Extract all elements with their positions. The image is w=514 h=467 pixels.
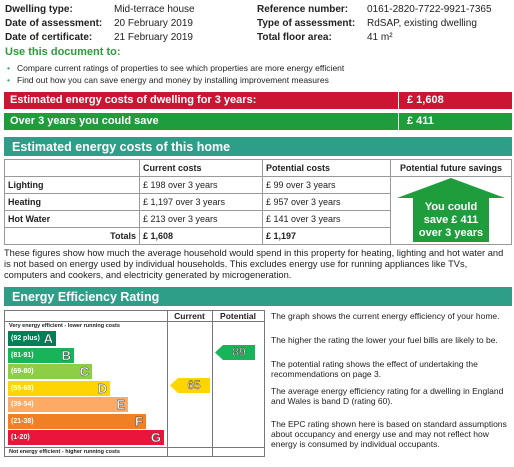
potential-rating [215,345,255,360]
total-label: Estimated energy costs of dwelling for 3… [10,94,257,106]
rating-band: (21-38) F [8,413,146,429]
potential-cost: £ 141 over 3 years [262,210,391,228]
field-value: Mid-terrace house [114,4,195,15]
potential-rating-value: 89 [232,345,246,359]
column-line [4,321,265,322]
bullet-text: Find out how you can save energy and mon… [17,75,329,85]
totals-potential: £ 1,197 [262,227,391,245]
savings-text: You could [424,201,478,213]
potential-cost: £ 99 over 3 years [262,176,391,194]
rating-note: The average energy efficiency rating for… [271,386,504,406]
band-range: (92 plus) [11,335,40,342]
current-cost: £ 1,197 over 3 years [139,193,263,211]
savings-text: over 3 years [418,227,484,239]
bullet-text: Compare current ratings of properties to… [17,63,345,73]
band-letter: C [79,364,89,379]
section-title: Energy Efficiency Rating [12,290,160,304]
band-range: (69-80) [11,368,34,375]
row-label: Hot Water [4,210,140,228]
band-range: (21-38) [11,417,34,425]
field-label: Dwelling type: [5,4,73,15]
band-letter: G [150,430,162,445]
rating-band: (81-91) B [8,347,74,363]
band-letter: F [135,413,143,429]
rating-note: The EPC rating shown here is based on st… [271,419,507,449]
rating-band: (92 plus) A [8,331,56,346]
costs-note: These figures show how much the average … [4,248,504,280]
field-label: Type of assessment: [257,18,356,29]
field-label: Date of assessment: [5,18,103,29]
current-cost: £ 198 over 3 years [139,176,263,194]
potential-cost: £ 957 over 3 years [262,193,391,211]
total-value: £ 1,608 [407,94,444,106]
section-bar: Energy Efficiency Rating [4,287,512,306]
field-value: 41 m² [367,32,393,43]
row-label: Heating [4,193,140,211]
column-header: Current costs [139,159,263,177]
total-bar: Estimated energy costs of dwelling for 3… [4,92,512,109]
column-header: Potential [220,311,256,321]
field-label: Reference number: [257,4,349,15]
rating-band: (1-20) G [8,430,164,445]
column-line [212,310,213,457]
band-letter: B [61,347,71,363]
bar-divider [398,92,399,109]
bullet: • [7,75,10,85]
field-value: 20 February 2019 [114,18,193,29]
current-rating [170,378,210,393]
column-header: Potential future savings [390,159,512,177]
field-value: RdSAP, existing dwelling [367,18,477,29]
rating-band: (39-54) E [8,397,128,412]
bullet: • [7,63,10,73]
rating-note: The potential rating shows the effect of… [271,359,478,379]
savings-text: save £ 411 [423,214,479,226]
section-heading: Use this document to: [5,46,121,58]
band-range: (1-20) [11,434,30,441]
current-rating-value: 65 [187,378,201,392]
band-letter: E [116,397,125,412]
column-line [4,447,265,448]
column-line [167,310,168,457]
column-header: Potential costs [262,159,391,177]
band-letter: A [43,331,53,346]
band-range: (81-91) [11,351,34,359]
field-value: 21 February 2019 [114,32,193,43]
save-label: Over 3 years you could save [10,115,159,127]
bar-divider [398,113,399,130]
totals-label: Totals [4,227,140,245]
column-header: Current [174,311,205,321]
section-bar: Estimated energy costs of this home [4,137,512,156]
totals-current: £ 1,608 [139,227,263,245]
band-range: (39-54) [11,401,34,408]
cell [4,159,140,177]
rating-band: (55-68) D [8,380,110,396]
rating-note: The graph shows the current energy effic… [271,311,500,321]
band-range: (55-68) [11,384,34,392]
rating-note: The higher the rating the lower your fue… [271,335,498,345]
save-bar: Over 3 years you could save £ 411 [4,113,512,130]
current-cost: £ 213 over 3 years [139,210,263,228]
section-title: Estimated energy costs of this home [12,140,231,154]
save-value: £ 411 [407,115,434,127]
top-note: Very energy efficient - lower running co… [9,323,120,329]
field-value: 0161-2820-7722-9921-7365 [367,4,492,15]
field-label: Total floor area: [257,32,332,43]
row-label: Lighting [4,176,140,194]
bottom-note: Not energy efficient - higher running co… [9,449,120,455]
rating-frame [4,310,265,457]
field-label: Date of certificate: [5,32,93,43]
band-letter: D [97,380,107,396]
rating-band: (69-80) C [8,364,92,379]
